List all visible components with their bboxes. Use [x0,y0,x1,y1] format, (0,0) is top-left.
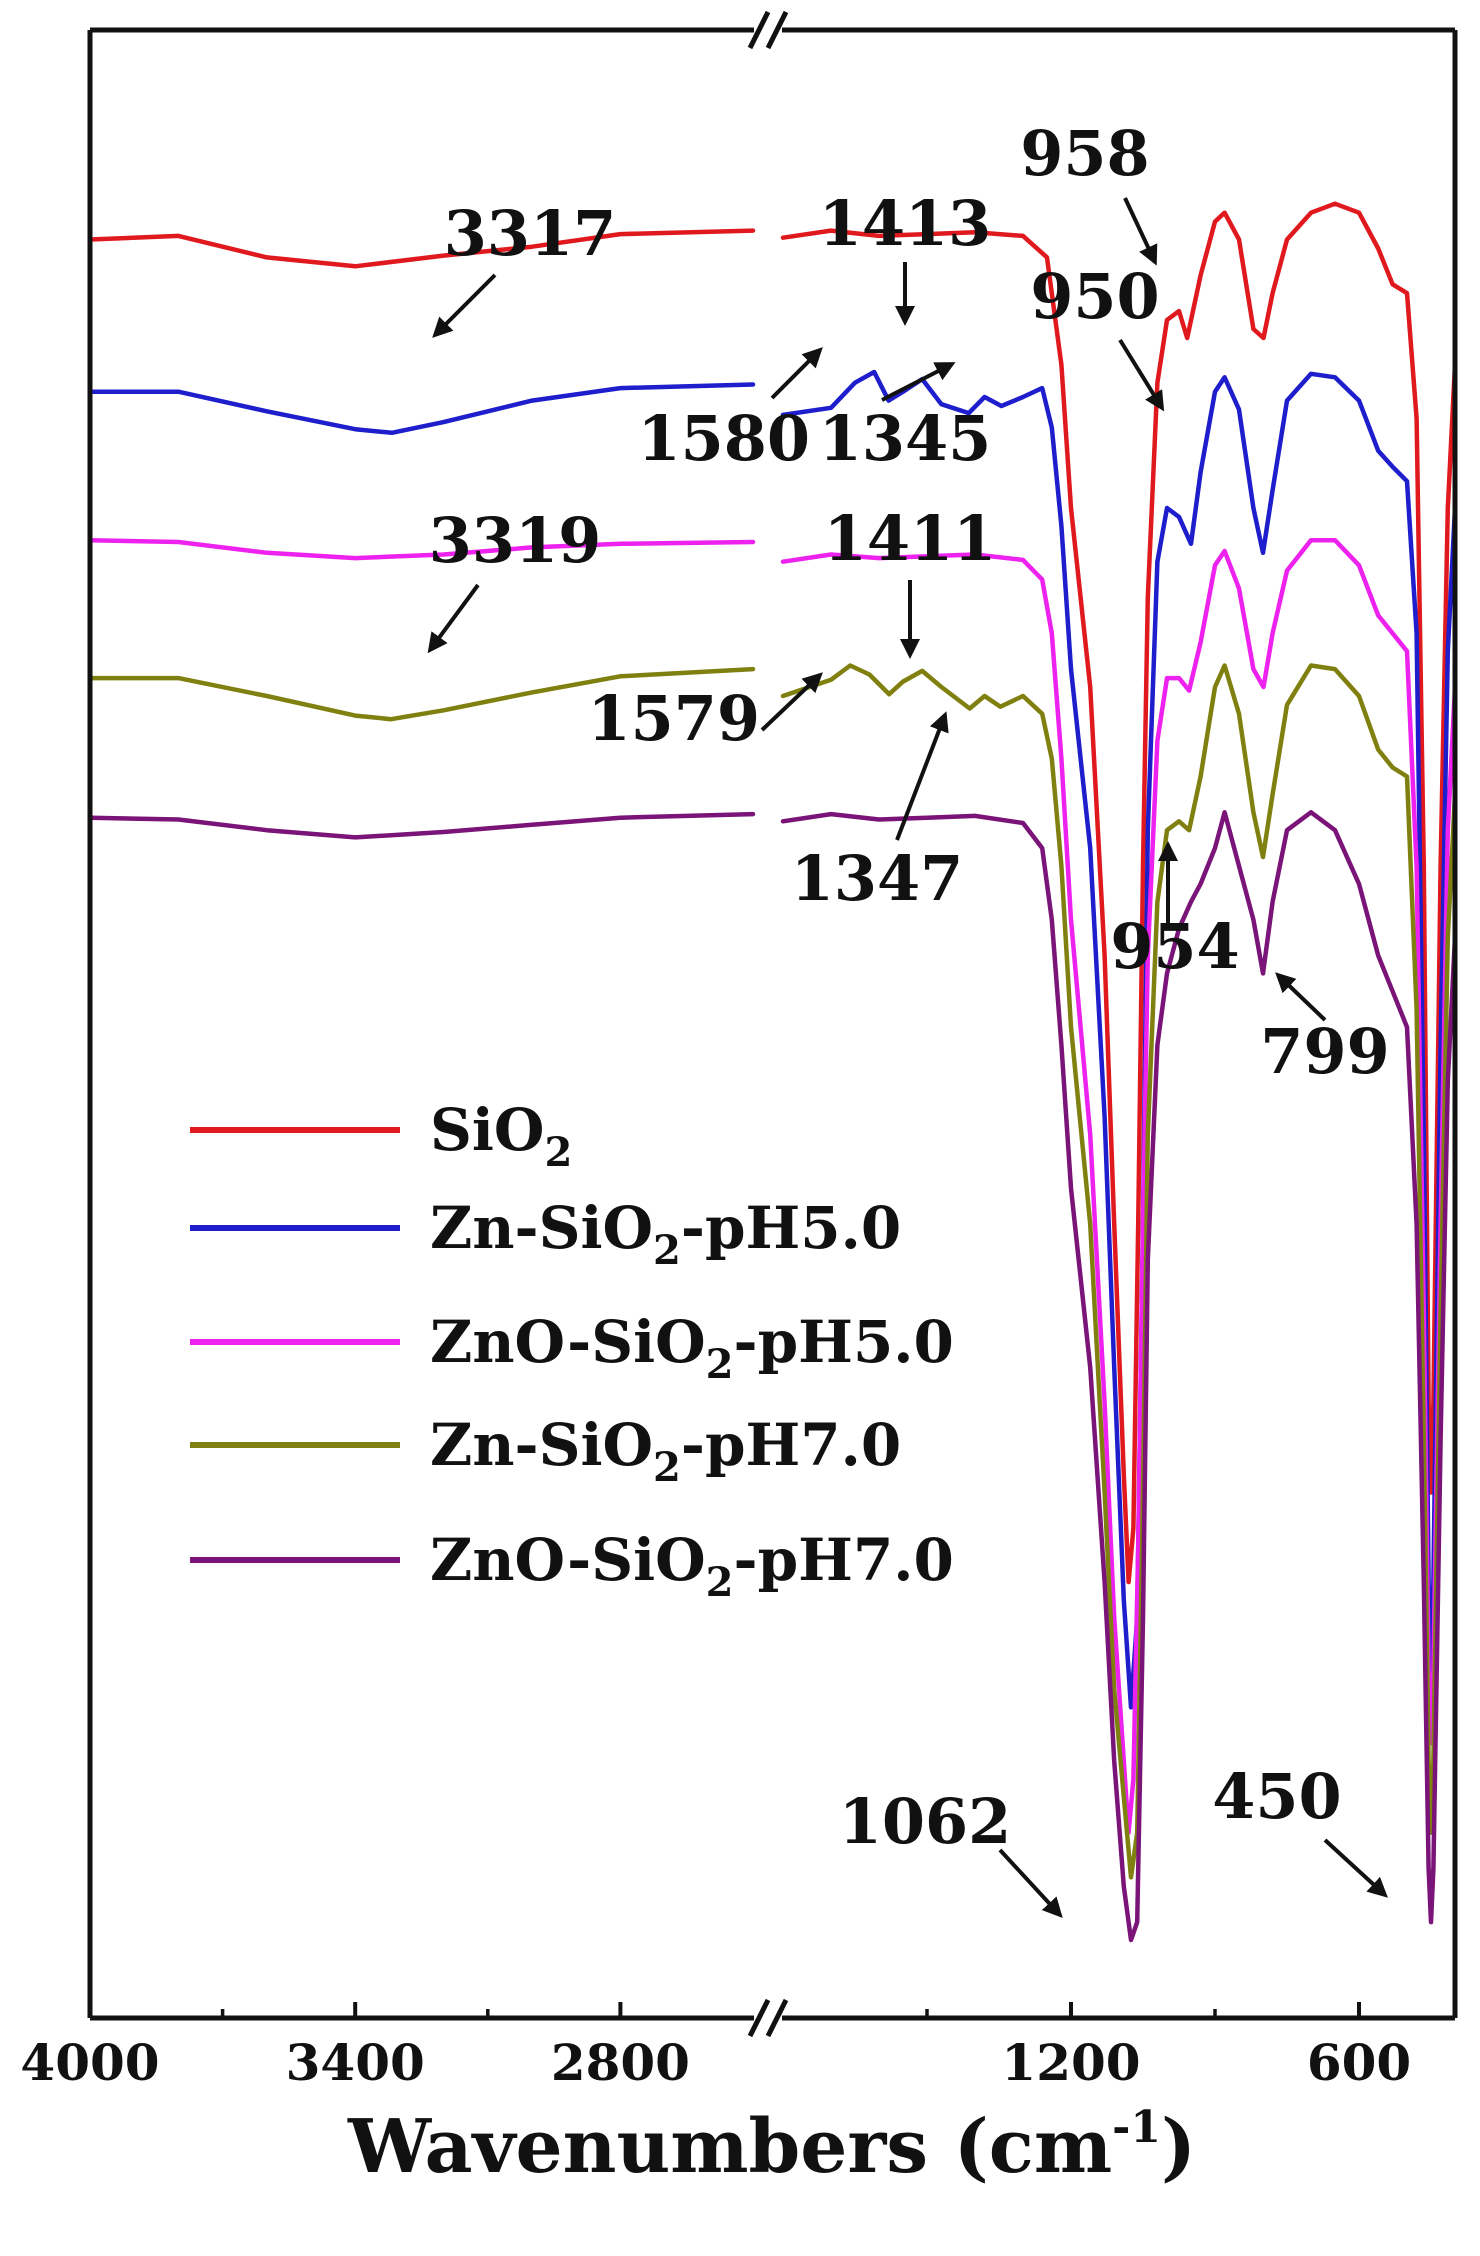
annotation-label-450: 450 [1212,1760,1341,1833]
annotation-arrow-1579 [760,672,823,732]
axis-break-mark-bottom-1 [765,1998,789,2038]
series-2-line-seg-1 [780,537,1455,1835]
x-tick-label-0-1: 3400 [286,2033,425,2092]
annotation-label-3319: 3319 [429,504,602,577]
series-4-line-seg-1 [780,810,1455,1943]
x-axis-title-group: Wavenumbers (cm-1) [347,2102,1196,2190]
annotation-label-950: 950 [1030,260,1159,333]
legend: SiO2 Zn-SiO2-pH5.0 ZnO-SiO2-pH5.0 Zn-SiO2-p… [190,1096,954,1606]
series-3-line-seg-0 [90,666,756,722]
annotation-arrow-3319 [427,583,480,654]
annotation-arrow-450 [1323,1838,1388,1898]
legend-label-1: Zn-SiO2-pH5.0 [430,1194,901,1274]
annotation-arrow-958 [1123,197,1158,266]
annotation-arrow-950 [1118,338,1165,412]
annotation-arrow-3317 [432,273,497,338]
annotation-arrow-1580 [770,347,823,400]
series-2-line-seg-0 [90,537,756,561]
x-tick-label-0-0: 4000 [20,2033,159,2092]
x-tick-label-1-0: 1200 [1001,2033,1140,2092]
legend-label-0: SiO2 [430,1096,572,1176]
annotation-label-958: 958 [1020,117,1149,190]
axes-layer: 4000 3400 2800 1200 600 [20,10,1458,2092]
annotation-label-799: 799 [1260,1015,1389,1088]
x-tick-label-1-1: 600 [1307,2033,1411,2092]
series-3-line-seg-1 [780,663,1455,1880]
legend-label-2: ZnO-SiO2-pH5.0 [430,1308,954,1388]
annotation-label-1413: 1413 [819,187,992,260]
annotation-label-3317: 3317 [444,197,617,270]
annotation-label-1345: 1345 [819,402,992,475]
annotation-arrow-1345 [881,362,956,402]
annotation-label-954: 954 [1110,910,1239,983]
series-4-line-seg-0 [90,811,756,840]
series-0-line-seg-0 [90,228,756,269]
series-layer [90,201,1455,1943]
annotation-label-1580: 1580 [637,402,810,475]
annotation-arrow-1062 [998,1848,1063,1918]
axis-break-mark-top-1 [765,10,789,50]
annotation-arrow-1347 [895,711,949,841]
axis-break-mark-bottom-0 [747,1998,771,2038]
annotation-label-1062: 1062 [839,1785,1012,1858]
annotation-label-1347: 1347 [791,842,964,915]
annotation-arrow-799 [1275,972,1327,1022]
axis-break-mark-top-0 [747,10,771,50]
annotation-label-1411: 1411 [824,502,997,575]
series-0-line-seg-1 [780,201,1455,1585]
annotation-label-1579: 1579 [587,682,760,755]
x-axis-title: Wavenumbers (cm-1) [347,2102,1196,2190]
x-tick-label-0-2: 2800 [551,2033,690,2092]
legend-label-3: Zn-SiO2-pH7.0 [430,1411,901,1491]
series-1-line-seg-1 [780,369,1455,1710]
annotation-layer: 958 1413 3317 950 1580 1345 3319 1411 1579 1347 95… [427,117,1390,1918]
legend-label-4: ZnO-SiO2-pH7.0 [430,1526,954,1606]
series-1-line-seg-0 [90,382,756,436]
